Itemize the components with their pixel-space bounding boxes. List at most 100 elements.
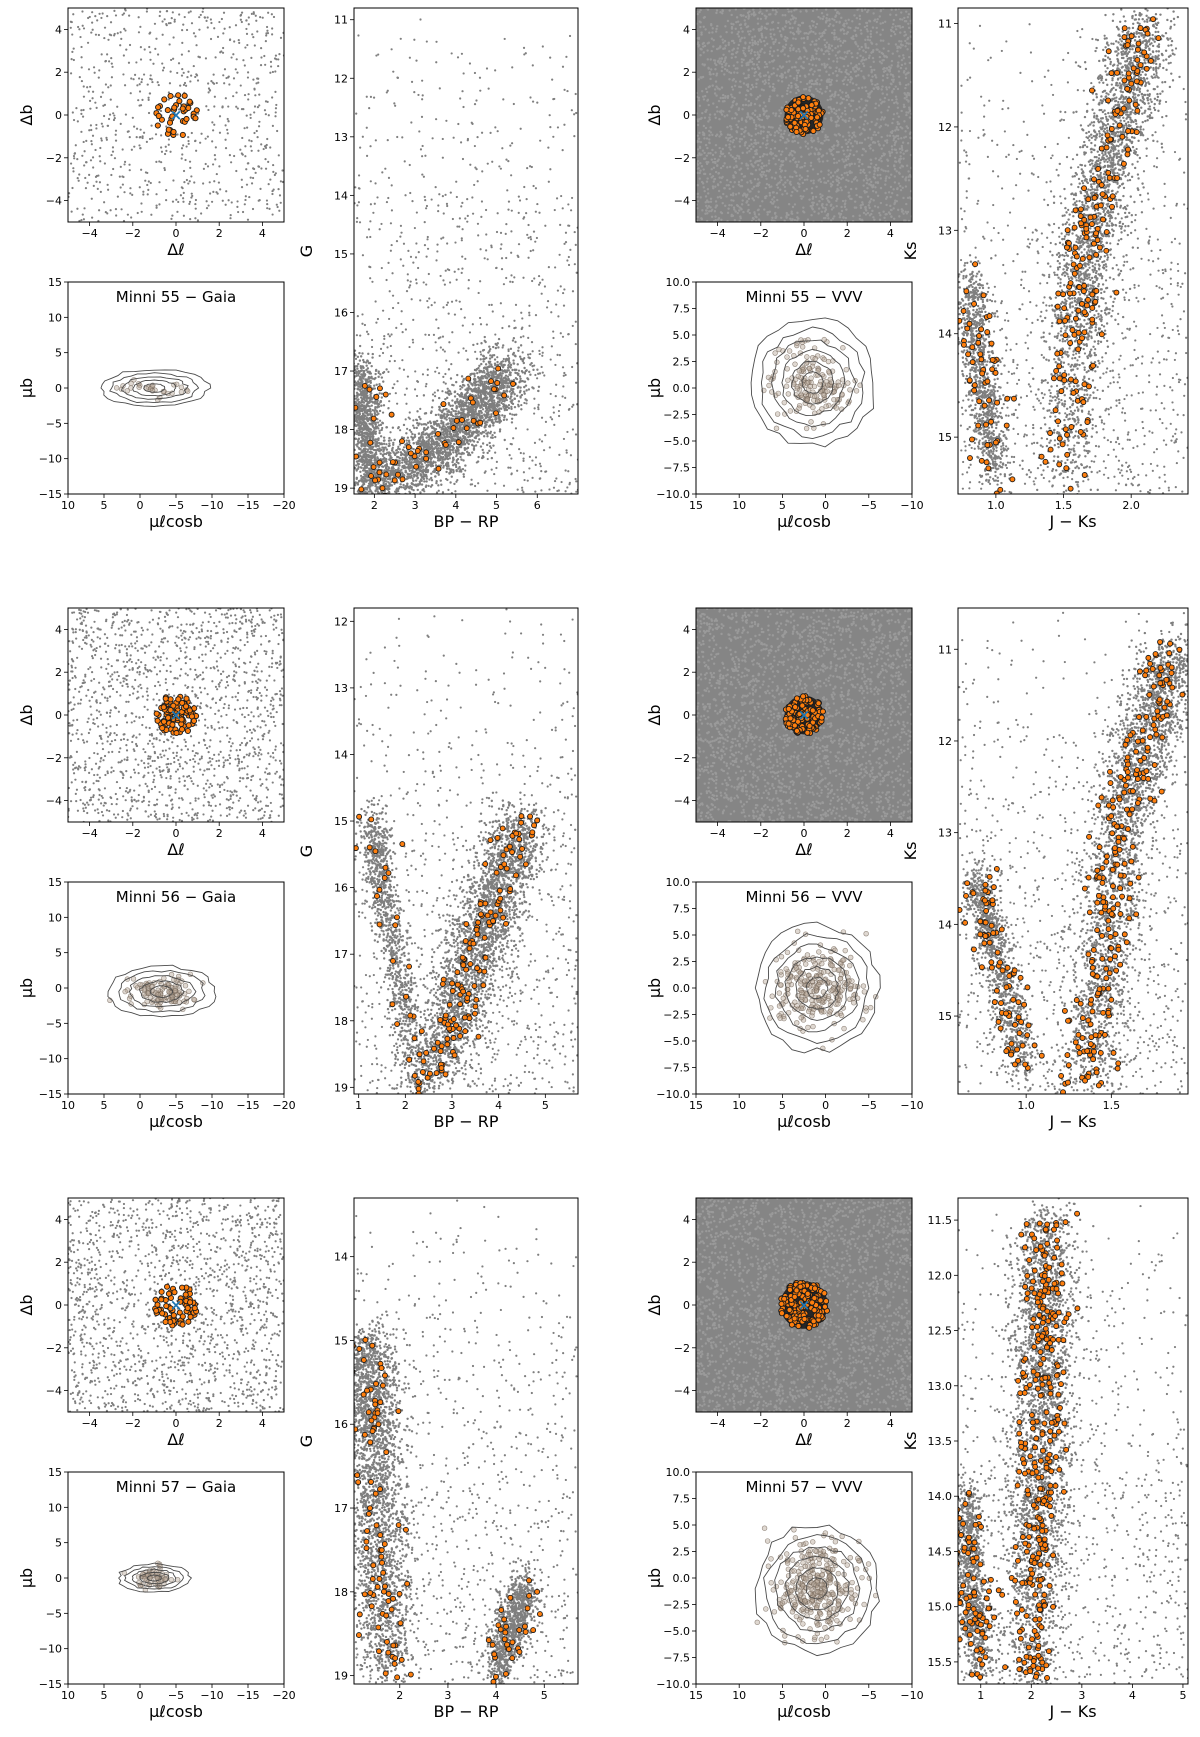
field-star [460, 205, 463, 208]
field-star [377, 494, 379, 496]
field-star [253, 131, 256, 135]
field-star [112, 112, 115, 115]
field-star [212, 73, 215, 76]
field-star [96, 19, 99, 22]
field-star [535, 236, 539, 240]
field-star [463, 423, 466, 426]
field-star [510, 400, 513, 403]
field-star [365, 502, 367, 504]
field-star [510, 174, 513, 177]
field-star [514, 303, 518, 306]
field-star [477, 234, 480, 237]
field-star [552, 406, 555, 409]
field-star [438, 406, 441, 409]
field-star [509, 373, 512, 377]
field-star [441, 409, 444, 412]
field-star [479, 350, 482, 354]
field-star [133, 145, 136, 148]
field-star [454, 412, 458, 416]
member-star [166, 119, 174, 126]
field-star [497, 391, 500, 394]
field-star [275, 58, 278, 61]
field-star [434, 461, 437, 464]
field-star [475, 395, 478, 399]
field-star [204, 57, 208, 60]
field-star [80, 130, 83, 133]
field-star [473, 445, 476, 448]
field-star [448, 432, 451, 436]
field-star [564, 469, 567, 472]
field-star [351, 375, 353, 377]
field-star [89, 159, 93, 162]
field-star [425, 204, 429, 208]
field-star [123, 191, 126, 194]
field-star [441, 137, 444, 141]
field-star [104, 59, 108, 63]
field-star [98, 155, 101, 158]
field-star [462, 475, 466, 478]
field-star [161, 62, 164, 65]
field-star [375, 54, 378, 57]
field-star [392, 443, 395, 446]
field-star [500, 382, 504, 385]
field-star [240, 107, 244, 111]
field-star [397, 301, 400, 305]
y-tick-label: −15 [39, 488, 62, 501]
field-star [381, 426, 384, 430]
field-star [468, 331, 472, 334]
field-star [448, 390, 452, 393]
field-star [504, 377, 507, 380]
field-star [449, 448, 452, 451]
field-star [460, 271, 463, 274]
field-star [384, 507, 386, 509]
field-star [388, 453, 391, 456]
field-star [271, 33, 274, 36]
field-star [428, 453, 431, 456]
field-star [473, 102, 477, 106]
field-star [513, 413, 516, 417]
field-star [147, 111, 151, 115]
field-star [574, 342, 577, 346]
field-star [415, 394, 419, 398]
field-star [430, 439, 433, 443]
field-star [239, 18, 242, 21]
field-star [481, 454, 485, 458]
field-star [441, 335, 445, 338]
field-star [430, 425, 433, 428]
field-star [70, 210, 73, 213]
field-star [455, 453, 459, 456]
field-star [83, 164, 86, 167]
field-star [100, 137, 103, 140]
member-star [179, 105, 186, 112]
member-star [171, 104, 178, 111]
field-star [229, 217, 232, 220]
field-star [347, 387, 349, 389]
field-star [507, 200, 511, 203]
field-star [139, 25, 142, 28]
field-star [460, 452, 463, 456]
field-star [425, 432, 428, 435]
field-star [478, 413, 481, 416]
field-star [483, 335, 486, 339]
field-star [108, 60, 111, 63]
field-star [138, 83, 141, 86]
field-star [479, 389, 482, 392]
field-star [76, 207, 79, 210]
field-star [571, 290, 575, 293]
field-star [73, 157, 76, 160]
field-star [423, 221, 426, 224]
field-star [104, 211, 107, 214]
field-star [442, 423, 445, 426]
field-star [369, 180, 372, 183]
field-star [423, 480, 426, 483]
field-star [354, 467, 357, 470]
field-star [212, 190, 215, 193]
field-star [387, 407, 390, 410]
field-star [480, 215, 483, 218]
field-star [417, 460, 420, 463]
field-star [101, 91, 104, 94]
field-star [511, 353, 515, 356]
field-star [200, 212, 203, 215]
field-star [349, 398, 351, 400]
field-star [543, 374, 546, 377]
